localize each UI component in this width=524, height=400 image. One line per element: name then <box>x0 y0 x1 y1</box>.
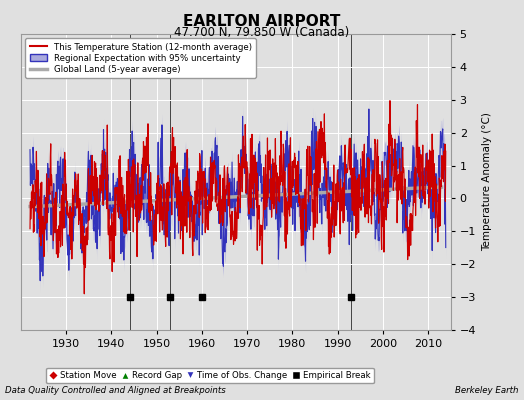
Y-axis label: Temperature Anomaly (°C): Temperature Anomaly (°C) <box>482 112 492 252</box>
Text: 47.700 N, 79.850 W (Canada): 47.700 N, 79.850 W (Canada) <box>174 26 350 39</box>
Legend: Station Move, Record Gap, Time of Obs. Change, Empirical Break: Station Move, Record Gap, Time of Obs. C… <box>46 368 374 384</box>
Text: Berkeley Earth: Berkeley Earth <box>455 386 519 395</box>
Text: Data Quality Controlled and Aligned at Breakpoints: Data Quality Controlled and Aligned at B… <box>5 386 226 395</box>
Text: EARLTON AIRPORT: EARLTON AIRPORT <box>183 14 341 29</box>
